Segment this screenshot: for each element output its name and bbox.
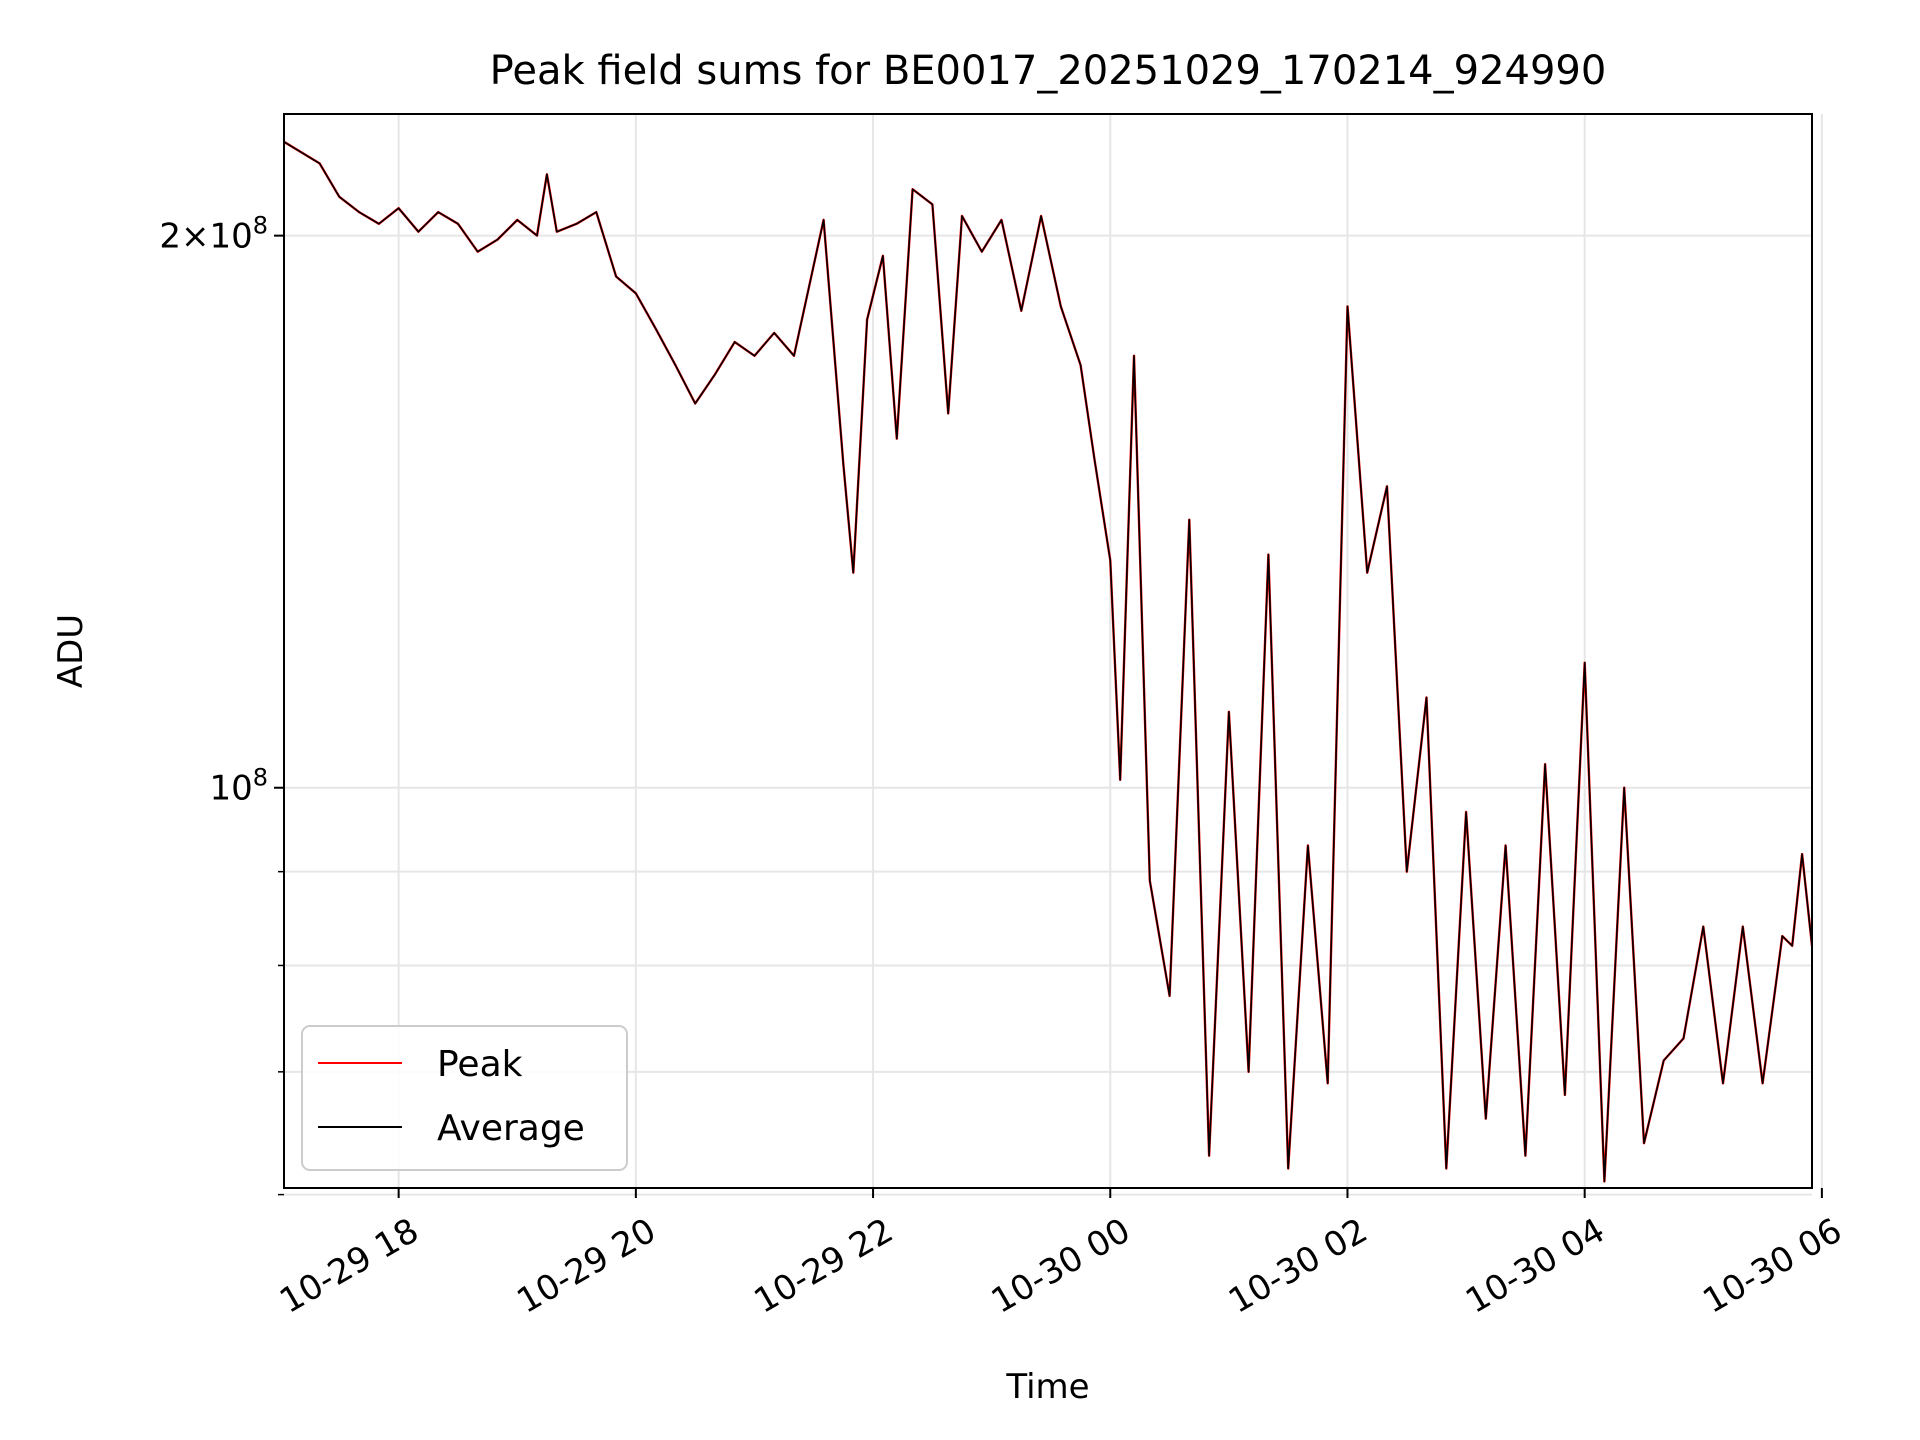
series-layer: [284, 140, 1812, 1183]
y-tick-base: 10: [209, 769, 252, 809]
y-tick-exponent: 8: [253, 212, 268, 240]
plot-frame: [283, 113, 1813, 1189]
y-tick-label: 108: [209, 764, 268, 809]
y-tick-exponent: 8: [253, 764, 268, 792]
y-axis-label: ADU: [51, 614, 91, 688]
legend-label-average: Average: [437, 1108, 585, 1149]
y-tick-mantissa: 2×: [159, 217, 209, 257]
x-axis-label: Time: [1005, 1367, 1089, 1407]
series-line-average: [284, 141, 1812, 1183]
y-tick-label: 2×108: [159, 212, 268, 257]
legend-label-peak: Peak: [437, 1044, 523, 1085]
legend: Peak Average: [301, 1025, 628, 1171]
chart-title: Peak field sums for BE0017_20251029_1702…: [490, 48, 1607, 94]
y-tick-base: 10: [209, 217, 252, 257]
